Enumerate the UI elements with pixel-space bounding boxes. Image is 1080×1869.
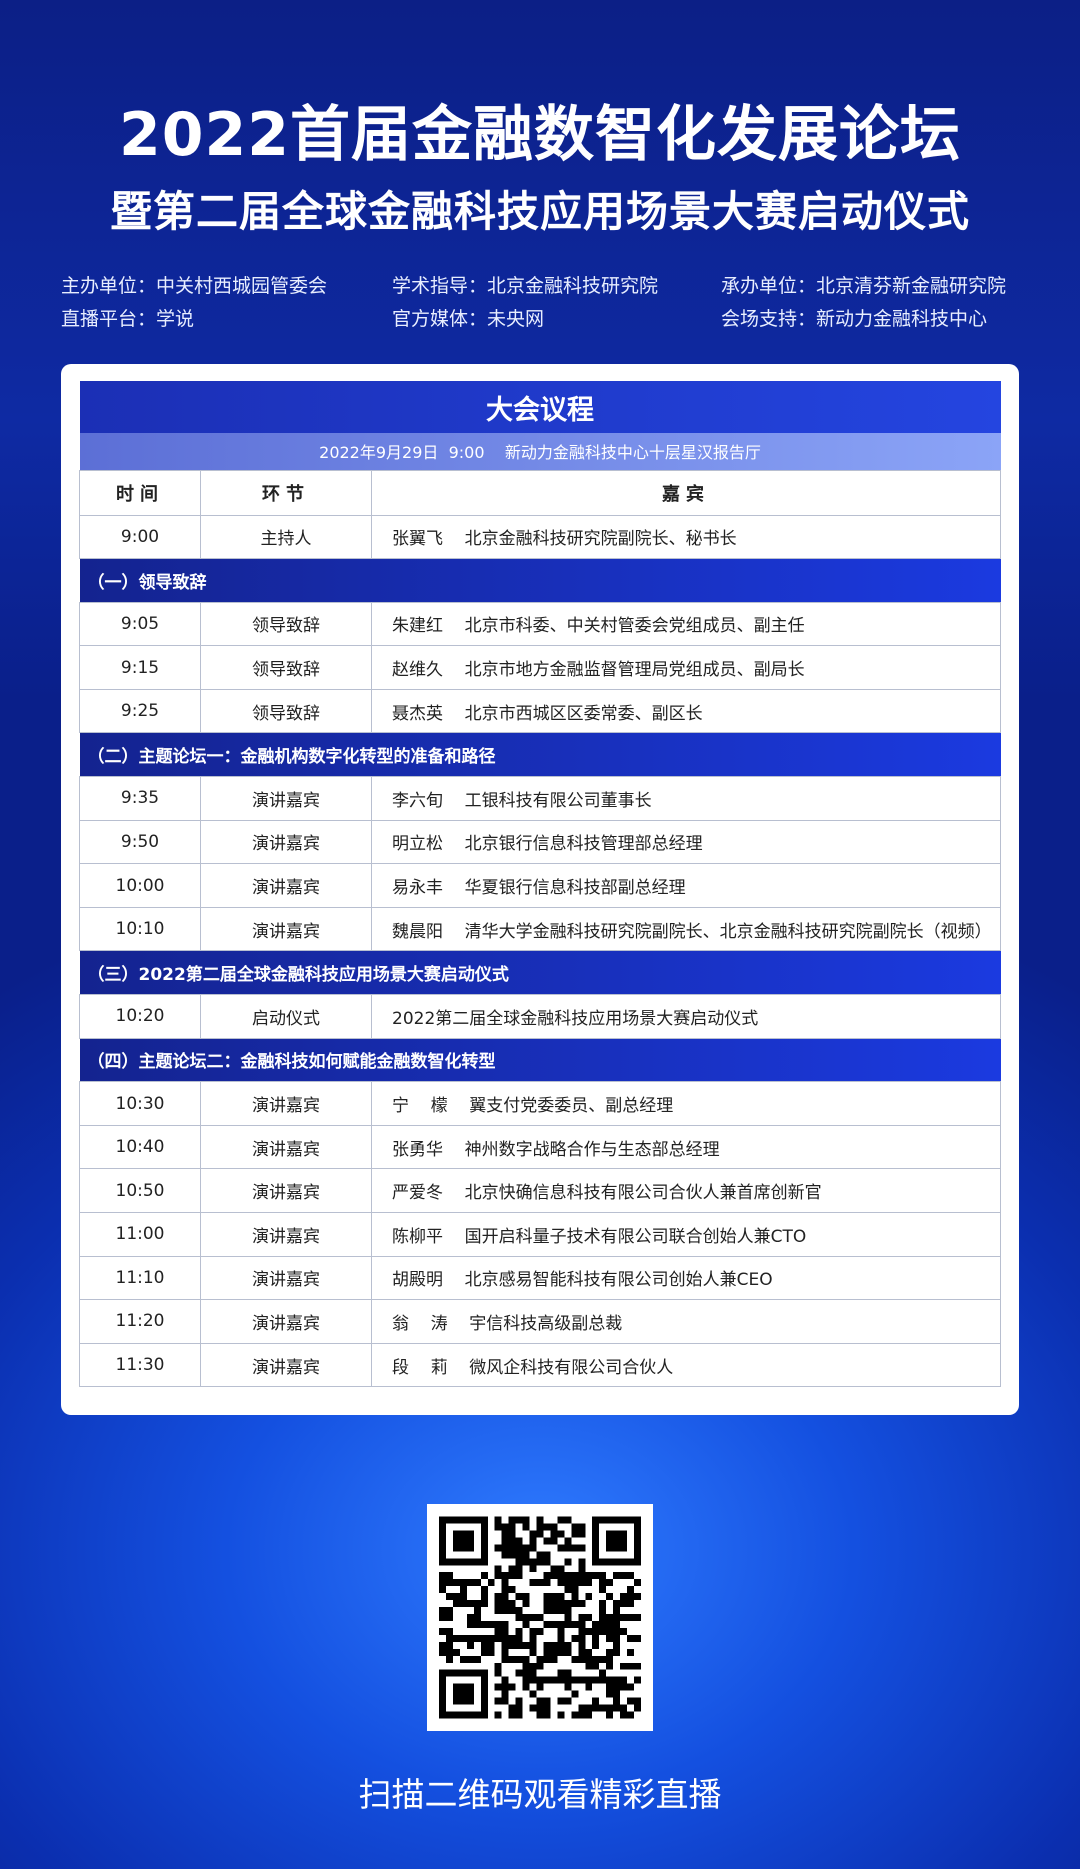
segment-cell: 领导致辞: [200, 688, 372, 734]
guest-cell: 聂杰英 北京市西城区区委常委、副区长: [371, 688, 1001, 734]
info-host: 承办单位：北京清芬新金融研究院: [721, 275, 1007, 297]
segment-cell: 演讲嘉宾: [200, 1124, 372, 1170]
table-row: 10:40 演讲嘉宾 张勇华 神州数字战略合作与生态部总经理: [79, 1124, 1001, 1170]
page-subtitle: 暨第二届全球金融科技应用场景大赛启动仪式: [109, 187, 970, 236]
segment-cell: 演讲嘉宾: [200, 1212, 372, 1257]
guest-cell: 翁 涛 宇信科技高级副总裁: [371, 1299, 1001, 1344]
guest-cell: 张翼飞 北京金融科技研究院副院长、秘书长: [371, 514, 1001, 560]
info-media: 官方媒体：未央网: [392, 308, 545, 330]
guest-cell: 朱建红 北京市科委、中关村管委会党组成员、副主任: [371, 601, 1001, 647]
info-venue: 会场支持：新动力金融科技中心: [721, 308, 988, 330]
time-cell: 9:05: [79, 601, 201, 647]
guest-cell: 魏晨阳 清华大学金融科技研究院副院长、北京金融科技研究院副院长（视频）: [371, 906, 1001, 952]
table-row: 9:50 演讲嘉宾 明立松 北京银行信息科技管理部总经理: [79, 819, 1001, 865]
time-cell: 11:10: [79, 1255, 201, 1301]
time-cell: 10:50: [79, 1168, 201, 1213]
table-row: 10:20 启动仪式 2022第二届全球金融科技应用场景大赛启动仪式: [79, 994, 1001, 1039]
table-row: 10:30 演讲嘉宾宁 檬 翼支付党委委员、副总经理: [79, 1081, 1001, 1126]
table-row: 9:05 领导致辞 朱建红 北京市科委、中关村管委会党组成员、副主任: [79, 601, 1001, 647]
info-organizer: 主办单位：中关村西城园管委会: [61, 275, 328, 297]
time-cell: 9:15: [79, 645, 201, 690]
guest-cell: 2022第二届全球金融科技应用场景大赛启动仪式: [371, 994, 1001, 1039]
section-title: （三）2022第二届全球金融科技应用场景大赛启动仪式: [79, 950, 1001, 995]
segment-cell: 演讲嘉宾: [200, 906, 372, 952]
segment-cell: 领导致辞: [200, 601, 372, 647]
section-title: （二）主题论坛一：金融机构数字化转型的准备和路径: [79, 732, 1001, 777]
time-cell: 11:00: [79, 1212, 201, 1257]
segment-cell: 领导致辞: [200, 645, 372, 690]
table-row: 9:35 演讲嘉宾 李六旬 工银科技有限公司董事长: [79, 776, 1001, 821]
time-cell: 9:35: [79, 776, 201, 821]
table-row: 11:00 演讲嘉宾 陈柳平 国开启科量子技术有限公司联合创始人兼CTO: [79, 1212, 1001, 1257]
section-title: （一）领导致辞: [79, 558, 1001, 603]
column-time: 时间: [79, 469, 201, 516]
guest-cell: 易永丰 华夏银行信息科技部副总经理: [371, 863, 1001, 908]
segment-cell: 演讲嘉宾: [200, 776, 372, 821]
agenda-table: 大会议程 2022年9月29日 9:00 新动力金融科技中心十层星汉报告厅 时间…: [79, 381, 1001, 1388]
info-academic: 学术指导：北京金融科技研究院: [392, 275, 659, 297]
time-cell: 10:00: [79, 863, 201, 908]
segment-cell: 演讲嘉宾: [200, 819, 372, 865]
agenda-subtitle: 2022年9月29日 9:00 新动力金融科技中心十层星汉报告厅: [79, 433, 1001, 470]
table-row: 9:15 领导致辞 赵维久 北京市地方金融监督管理局党组成员、副局长: [79, 645, 1001, 690]
time-cell: 10:40: [79, 1124, 201, 1170]
time-cell: 11:30: [79, 1342, 201, 1388]
table-row: 11:10 演讲嘉宾 胡殿明 北京感易智能科技有限公司创始人兼CEO: [79, 1255, 1001, 1301]
guest-cell: 李六旬 工银科技有限公司董事长: [371, 776, 1001, 821]
segment-cell: 演讲嘉宾: [200, 1342, 372, 1388]
time-cell: 10:10: [79, 906, 201, 952]
segment-cell: 启动仪式: [200, 994, 372, 1039]
column-guest: 嘉宾: [371, 469, 1001, 516]
section-row: （三）2022第二届全球金融科技应用场景大赛启动仪式: [79, 950, 1001, 995]
time-cell: 9:00: [79, 514, 201, 560]
time-cell: 10:30: [79, 1081, 201, 1126]
section-title: （四）主题论坛二：金融科技如何赋能金融数智化转型: [79, 1038, 1001, 1082]
section-row: （一）领导致辞: [79, 558, 1001, 603]
table-row: 10:00 演讲嘉宾 易永丰 华夏银行信息科技部副总经理: [79, 863, 1001, 908]
guest-cell: 赵维久 北京市地方金融监督管理局党组成员、副局长: [371, 645, 1001, 690]
table-row: 11:30 演讲嘉宾段 莉 微风企科技有限公司合伙人: [79, 1342, 1001, 1388]
segment-cell: 演讲嘉宾: [200, 1299, 372, 1344]
segment-cell: 演讲嘉宾: [200, 1168, 372, 1213]
time-cell: 11:20: [79, 1299, 201, 1344]
agenda-title: 大会议程: [79, 381, 1001, 433]
table-row: 10:10 演讲嘉宾 魏晨阳 清华大学金融科技研究院副院长、北京金融科技研究院副院长…: [79, 906, 1001, 952]
table-header: 时间 环节 嘉宾: [79, 469, 1001, 516]
table-row: 10:50 演讲嘉宾 严爱冬 北京快确信息科技有限公司合伙人兼首席创新官: [79, 1168, 1001, 1213]
guest-cell: 严爱冬 北京快确信息科技有限公司合伙人兼首席创新官: [371, 1168, 1001, 1213]
segment-cell: 演讲嘉宾: [200, 863, 372, 908]
table-row: 9:00 主持人 张翼飞 北京金融科技研究院副院长、秘书长: [79, 514, 1001, 560]
guest-cell: 张勇华 神州数字战略合作与生态部总经理: [371, 1124, 1001, 1170]
time-cell: 9:25: [79, 688, 201, 734]
guest-cell: 陈柳平 国开启科量子技术有限公司联合创始人兼CTO: [371, 1212, 1001, 1257]
guest-cell: 段 莉 微风企科技有限公司合伙人: [371, 1342, 1001, 1388]
guest-cell: 胡殿明 北京感易智能科技有限公司创始人兼CEO: [371, 1255, 1001, 1301]
guest-cell: 宁 檬 翼支付党委委员、副总经理: [371, 1081, 1001, 1126]
info-live-platform: 直播平台：学说: [61, 308, 195, 330]
segment-cell: 主持人: [200, 514, 372, 560]
time-cell: 10:20: [79, 994, 201, 1039]
column-segment: 环节: [200, 469, 372, 516]
section-row: （二）主题论坛一：金融机构数字化转型的准备和路径: [79, 732, 1001, 777]
guest-cell: 明立松 北京银行信息科技管理部总经理: [371, 819, 1001, 865]
footer-text: 扫描二维码观看精彩直播: [358, 1775, 722, 1814]
table-row: 11:20 演讲嘉宾翁 涛 宇信科技高级副总裁: [79, 1299, 1001, 1344]
section-row: （四）主题论坛二：金融科技如何赋能金融数智化转型: [79, 1038, 1001, 1082]
page-title: 2022首届金融数智化发展论坛: [119, 100, 961, 170]
qr-code: [427, 1504, 653, 1731]
segment-cell: 演讲嘉宾: [200, 1081, 372, 1126]
table-row: 9:25 领导致辞 聂杰英 北京市西城区区委常委、副区长: [79, 688, 1001, 734]
segment-cell: 演讲嘉宾: [200, 1255, 372, 1301]
time-cell: 9:50: [79, 819, 201, 865]
